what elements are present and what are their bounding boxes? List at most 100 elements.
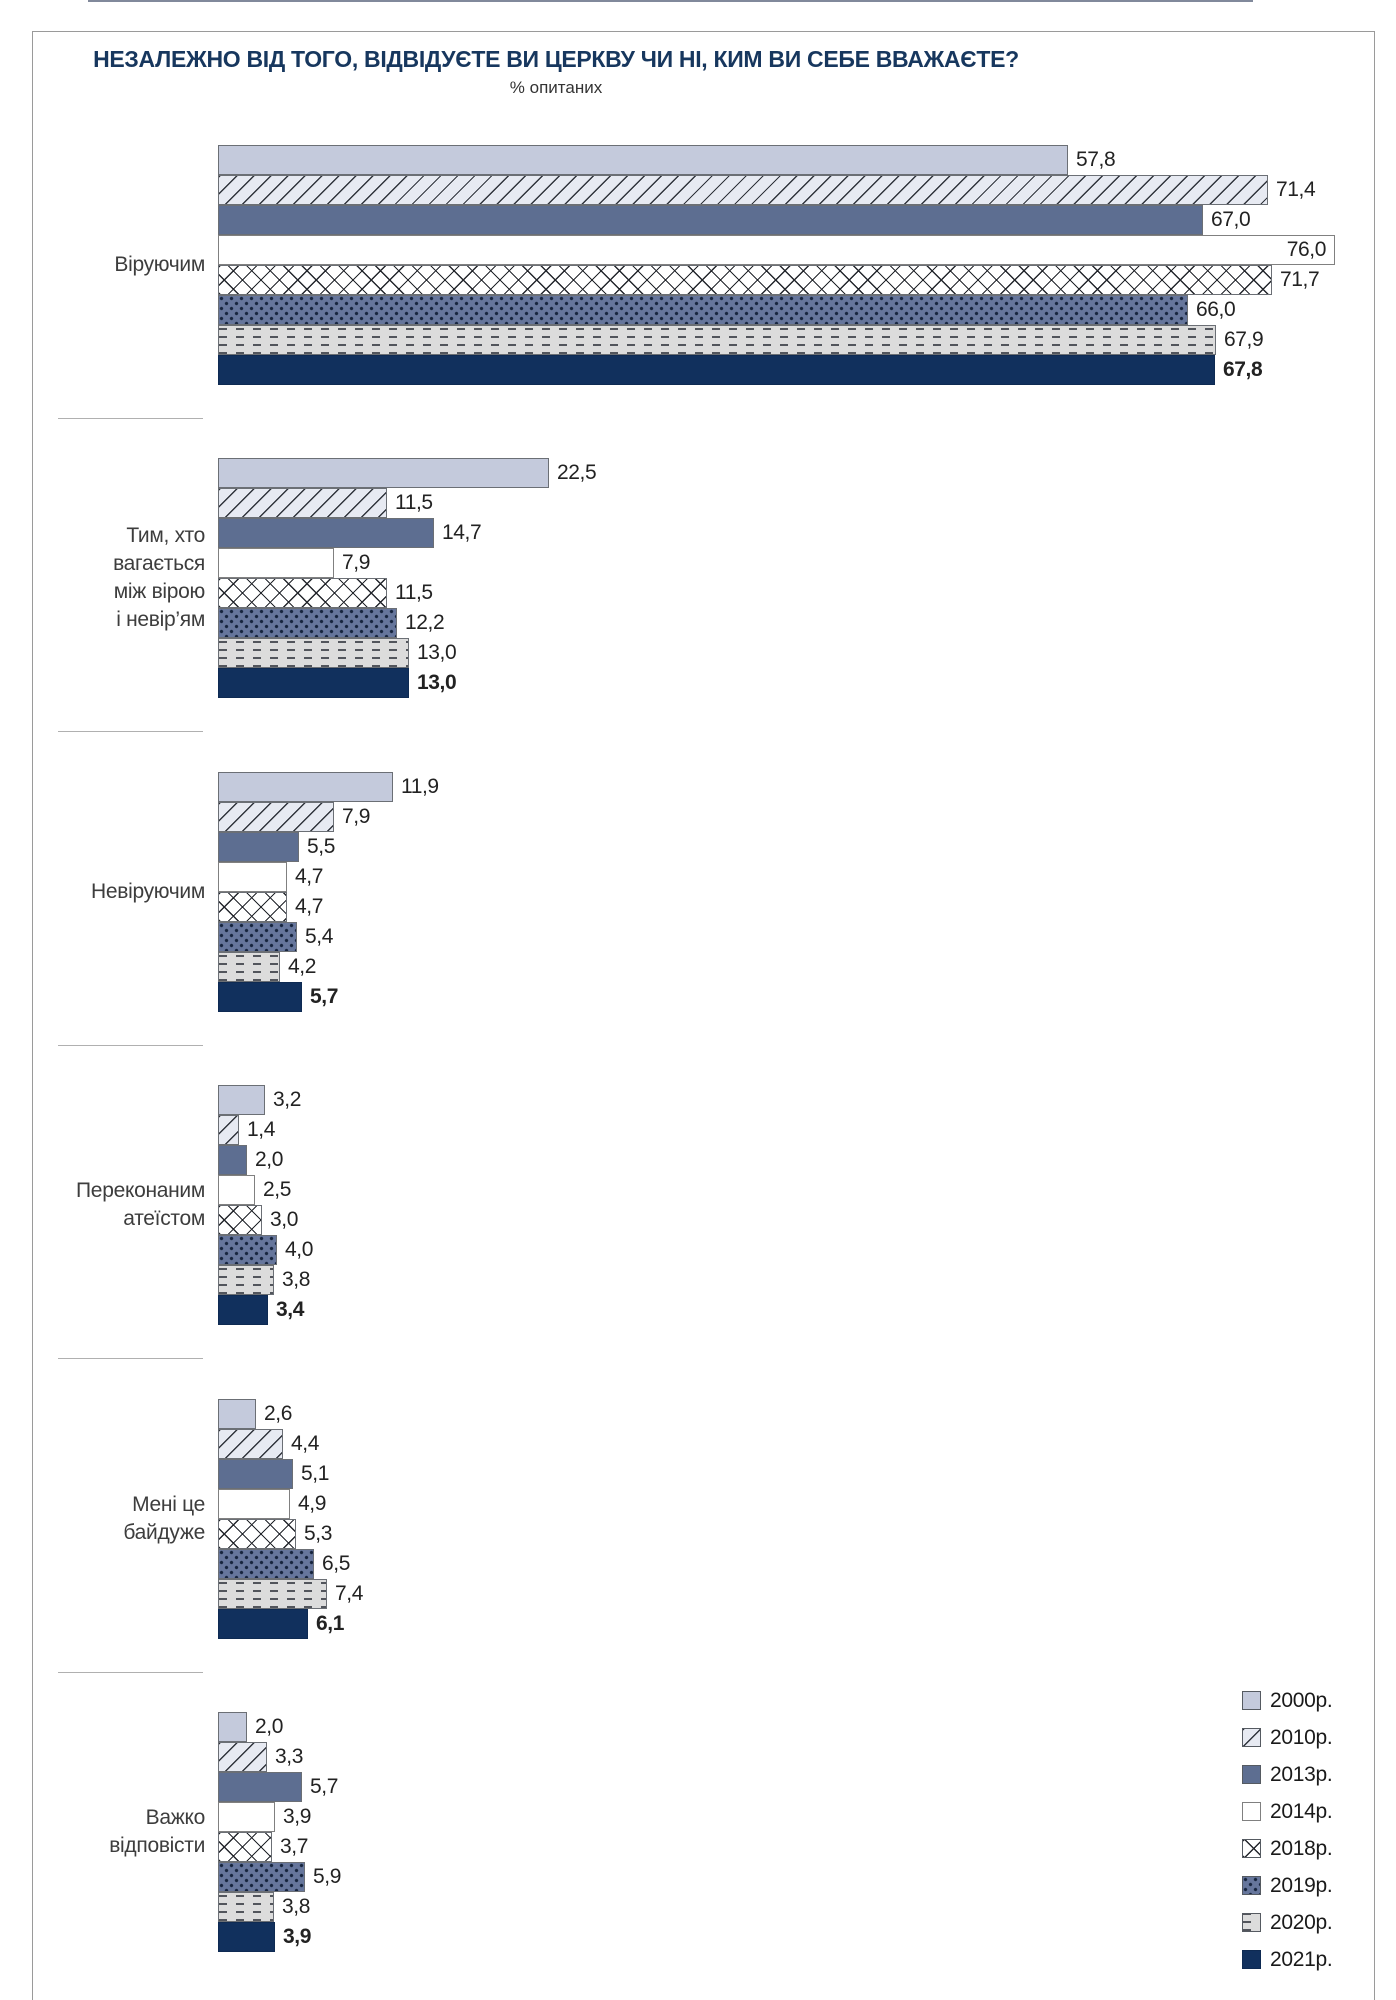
bar-value-label: 6,5	[322, 1552, 350, 1575]
bar-2013	[218, 1145, 247, 1175]
category-label: Невіруючим	[90, 880, 205, 903]
bar-2010	[218, 1742, 267, 1772]
bar-value-label: 11,5	[395, 491, 433, 514]
bar-value-label: 3,2	[273, 1088, 301, 1111]
bar-row: 13,0	[218, 668, 457, 698]
bar-value-label: 66,0	[1196, 298, 1236, 321]
bar-value-label: 3,4	[276, 1298, 304, 1321]
bar-value-label: 3,8	[282, 1268, 310, 1291]
bar-row: 4,7	[218, 892, 323, 922]
bar-value-label: 3,0	[270, 1208, 298, 1231]
bar-row: 11,9	[218, 772, 439, 802]
bar-2000	[218, 1712, 247, 1742]
bar-2020	[218, 638, 409, 668]
legend-label: 2019р.	[1270, 1873, 1333, 1897]
bar-2013	[218, 205, 1203, 235]
bar-row: 12,2	[218, 608, 445, 638]
legend-item: 2018р.	[1242, 1830, 1333, 1867]
bar-value-label: 5,5	[307, 835, 335, 858]
bar-value-label: 12,2	[405, 611, 445, 634]
bar-value-label: 67,8	[1223, 358, 1263, 381]
legend-item: 2021р.	[1242, 1941, 1333, 1978]
bar-value-label: 3,9	[283, 1805, 311, 1828]
bar-row: 11,5	[218, 488, 433, 518]
bar-2000	[218, 772, 393, 802]
bar-2021	[218, 1922, 275, 1952]
legend-item: 2010р.	[1242, 1719, 1333, 1756]
bar-2018	[218, 578, 387, 608]
legend-label: 2021р.	[1270, 1947, 1333, 1971]
bar-row: 3,7	[218, 1832, 308, 1862]
bar-2018	[218, 892, 287, 922]
bar-2018	[218, 1832, 272, 1862]
bar-row: 5,5	[218, 832, 335, 862]
bar-2018	[218, 1205, 262, 1235]
legend-swatch-2013	[1242, 1765, 1261, 1784]
bar-value-label: 7,9	[342, 805, 370, 828]
category-label: Тим, хто вагається між вірою і невір’ям	[113, 524, 205, 631]
bar-value-label: 5,4	[305, 925, 333, 948]
bar-row: 22,5	[218, 458, 597, 488]
bar-row: 67,0	[218, 205, 1251, 235]
bar-row: 71,7	[218, 265, 1320, 295]
legend: 2000р. 2010р. 2013р. 2014р. 2018р. 2019р. 2020…	[1242, 1682, 1333, 1978]
bar-row: 71,4	[218, 175, 1316, 205]
bar-value-label: 4,7	[295, 895, 323, 918]
category-label: Переконаним атеїстом	[76, 1179, 205, 1230]
legend-label: 2013р.	[1270, 1762, 1333, 1786]
legend-swatch-2018	[1242, 1839, 1261, 1858]
bar-2014	[218, 862, 287, 892]
legend-swatch-2010	[1242, 1728, 1261, 1747]
bar-value-label: 67,0	[1211, 208, 1251, 231]
bar-2013	[218, 832, 299, 862]
bar-2014	[218, 548, 334, 578]
bar-row: 7,9	[218, 548, 370, 578]
bar-value-label: 4,7	[295, 865, 323, 888]
group-divider	[58, 1045, 203, 1046]
bar-value-label: 5,9	[313, 1865, 341, 1888]
bar-value-label: 57,8	[1076, 148, 1116, 171]
bar-2019	[218, 922, 297, 952]
bar-row: 3,9	[218, 1922, 311, 1952]
bar-value-label: 3,3	[275, 1745, 303, 1768]
bar-2000	[218, 1399, 256, 1429]
bar-row: 67,9	[218, 325, 1264, 355]
bar-row: 7,4	[218, 1579, 363, 1609]
bar-value-label: 22,5	[557, 461, 597, 484]
bar-value-label: 11,5	[395, 581, 433, 604]
bar-row: 4,9	[218, 1489, 326, 1519]
bar-value-label: 4,2	[288, 955, 316, 978]
bar-2013	[218, 1772, 302, 1802]
bar-value-label: 4,4	[291, 1432, 319, 1455]
bar-row: 66,0	[218, 295, 1236, 325]
bar-value-label: 5,3	[304, 1522, 332, 1545]
legend-item: 2000р.	[1242, 1682, 1333, 1719]
bar-2019	[218, 295, 1188, 325]
legend-swatch-2000	[1242, 1691, 1261, 1710]
legend-label: 2010р.	[1270, 1725, 1333, 1749]
bar-2019	[218, 1862, 305, 1892]
bar-row: 5,9	[218, 1862, 341, 1892]
bar-value-label: 71,4	[1276, 178, 1316, 201]
bar-2014	[218, 1489, 290, 1519]
bar-row: 5,3	[218, 1519, 332, 1549]
bar-row: 6,5	[218, 1549, 350, 1579]
bar-2021	[218, 982, 302, 1012]
bar-value-label: 4,9	[298, 1492, 326, 1515]
bar-2000	[218, 145, 1068, 175]
legend-item: 2020р.	[1242, 1904, 1333, 1941]
chart-subtitle: % опитаних	[509, 78, 603, 97]
legend-item: 2013р.	[1242, 1756, 1333, 1793]
bar-2013	[218, 518, 434, 548]
bar-row: 3,4	[218, 1295, 304, 1325]
bar-row: 11,5	[218, 578, 433, 608]
group-divider	[58, 1358, 203, 1359]
bar-2018	[218, 1519, 296, 1549]
bar-value-label: 5,7	[310, 985, 338, 1008]
bar-row: 5,1	[218, 1459, 329, 1489]
bar-row: 3,8	[218, 1892, 310, 1922]
bar-row: 67,8	[218, 355, 1263, 385]
bar-2000	[218, 458, 549, 488]
bar-value-label: 7,9	[342, 551, 370, 574]
